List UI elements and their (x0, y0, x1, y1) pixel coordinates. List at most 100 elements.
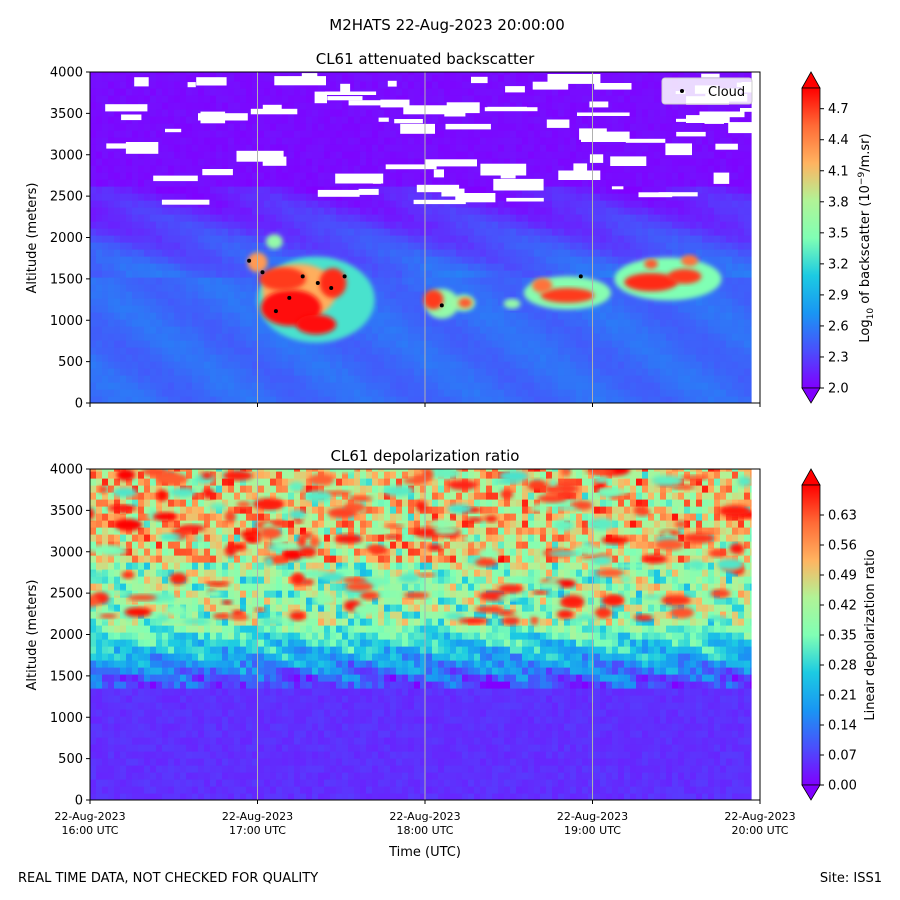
backscatter-cell (96, 305, 103, 313)
backscatter-cell (240, 242, 247, 250)
backscatter-cell (138, 179, 145, 187)
backscatter-cell (624, 333, 631, 341)
backscatter-cell (294, 228, 301, 236)
backscatter-cell (390, 249, 397, 257)
backscatter-cell (732, 193, 739, 201)
backscatter-cell (648, 130, 655, 138)
backscatter-cell (432, 130, 439, 138)
backscatter-cell (402, 144, 409, 152)
backscatter-cell (150, 263, 157, 271)
backscatter-cell (372, 200, 379, 208)
backscatter-cell (654, 382, 661, 390)
backscatter-cell (714, 235, 721, 243)
backscatter-cell (120, 123, 127, 131)
backscatter-cell (264, 179, 271, 187)
backscatter-cell (450, 88, 457, 96)
backscatter-cell (336, 375, 343, 383)
backscatter-cell (708, 214, 715, 222)
backscatter-cell (126, 200, 133, 208)
backscatter-cell (672, 200, 679, 208)
backscatter-cell (312, 242, 319, 250)
backscatter-cell (456, 333, 463, 341)
backscatter-cell (180, 382, 187, 390)
backscatter-cell (558, 130, 565, 138)
backscatter-cell (96, 368, 103, 376)
backscatter-cell (390, 123, 397, 131)
backscatter-cell (144, 228, 151, 236)
backscatter-cell (420, 312, 427, 320)
backscatter-cell (546, 312, 553, 320)
backscatter-cell (612, 319, 619, 327)
backscatter-cell (360, 340, 367, 348)
backscatter-cell (528, 396, 535, 403)
backscatter-cell (228, 130, 235, 138)
backscatter-cell (396, 249, 403, 257)
backscatter-cell (708, 312, 715, 320)
backscatter-cell (330, 102, 337, 110)
backscatter-cell (150, 368, 157, 376)
backscatter-cell (450, 375, 457, 383)
backscatter-cell (474, 200, 481, 208)
backscatter-cell (480, 340, 487, 348)
backscatter-cell (444, 137, 451, 145)
backscatter-cell (282, 333, 289, 341)
backscatter-cell (120, 270, 127, 278)
backscatter-cell (522, 396, 529, 403)
backscatter-cell (330, 109, 337, 117)
backscatter-cell (534, 144, 541, 152)
backscatter-cell (582, 382, 589, 390)
backscatter-cell (546, 368, 553, 376)
backscatter-cell (420, 291, 427, 299)
backscatter-cell (252, 207, 259, 215)
backscatter-cell (162, 368, 169, 376)
backscatter-cell (246, 200, 253, 208)
backscatter-cell (492, 249, 499, 257)
backscatter-cell (666, 396, 673, 403)
backscatter-cell (120, 319, 127, 327)
backscatter-cell (318, 375, 325, 383)
backscatter-cell (180, 340, 187, 348)
backscatter-cell (474, 270, 481, 278)
backscatter-cell (660, 200, 667, 208)
backscatter-cell (210, 319, 217, 327)
backscatter-cell (408, 158, 415, 166)
backscatter-cell (360, 228, 367, 236)
backscatter-cell (348, 165, 355, 173)
backscatter-cell (426, 207, 433, 215)
backscatter-cell (198, 221, 205, 229)
backscatter-cell (654, 158, 661, 166)
backscatter-cell (288, 235, 295, 243)
backscatter-cell (654, 214, 661, 222)
backscatter-cell (678, 109, 685, 117)
backscatter-cell (642, 354, 649, 362)
backscatter-cell (594, 200, 601, 208)
backscatter-cell (402, 172, 409, 180)
backscatter-cell (564, 151, 571, 159)
backscatter-cell (228, 389, 235, 397)
backscatter-cell (318, 144, 325, 152)
backscatter-cell (510, 207, 517, 215)
backscatter-cell (144, 298, 151, 306)
backscatter-cell (642, 242, 649, 250)
backscatter-cell (426, 333, 433, 341)
backscatter-cell (480, 249, 487, 257)
backscatter-cell (300, 382, 307, 390)
backscatter-cell (150, 165, 157, 173)
backscatter-cell (426, 235, 433, 243)
backscatter-cell (432, 347, 439, 355)
backscatter-cell (432, 88, 439, 96)
backscatter-cell (708, 235, 715, 243)
backscatter-cell (102, 116, 109, 124)
backscatter-cell (534, 193, 541, 201)
backscatter-cell (204, 179, 211, 187)
backscatter-cell (738, 158, 745, 166)
backscatter-cell (390, 221, 397, 229)
backscatter-cell (348, 333, 355, 341)
backscatter-cell (228, 333, 235, 341)
backscatter-cell (96, 256, 103, 264)
backscatter-cell (486, 263, 493, 271)
backscatter-cell (546, 88, 553, 96)
backscatter-cell (522, 340, 529, 348)
backscatter-cell (90, 109, 97, 117)
backscatter-cell (672, 389, 679, 397)
